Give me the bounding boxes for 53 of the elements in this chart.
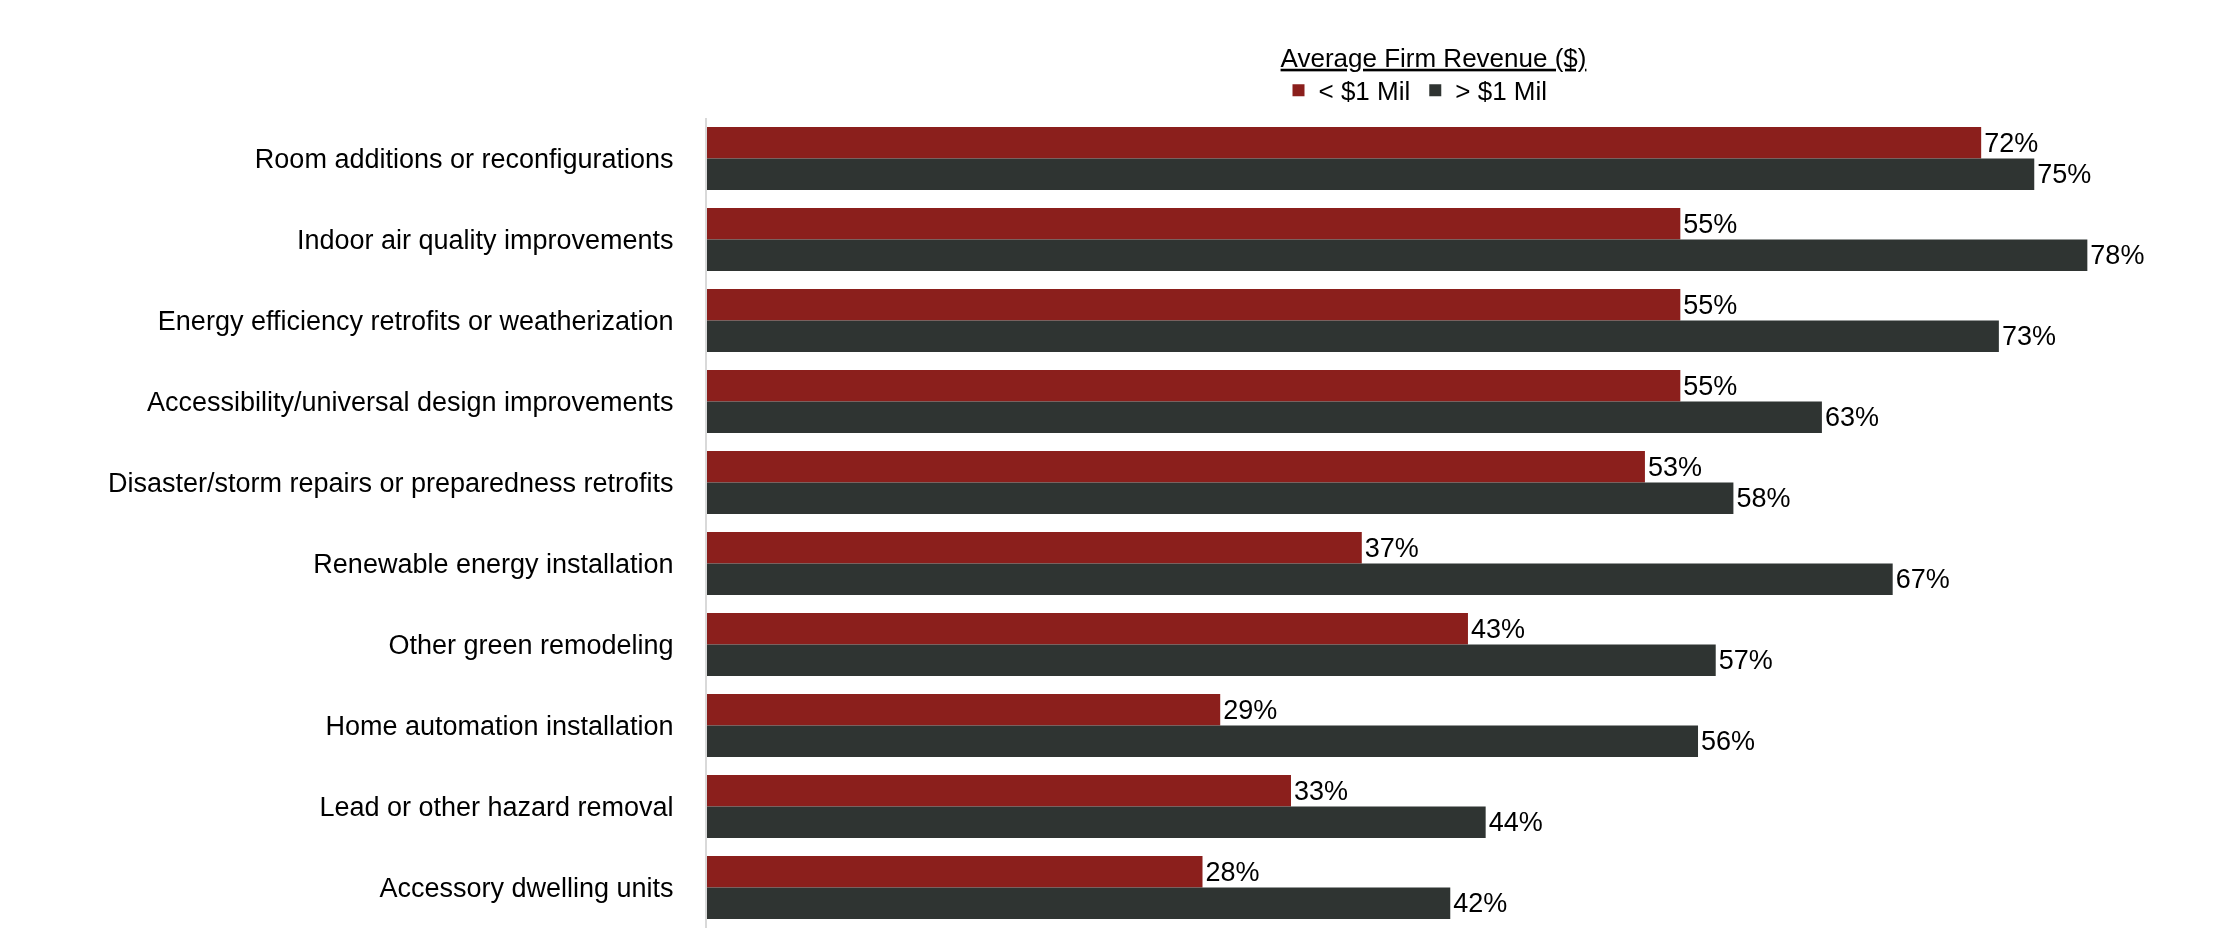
bar [707, 563, 1893, 596]
y-tick-label: Accessory dwelling units [379, 872, 674, 903]
bar [707, 774, 1291, 807]
bar [707, 806, 1486, 839]
y-tick-label: Room additions or reconfigurations [254, 143, 674, 174]
y-tick-label: Energy efficiency retrofits or weatherization [157, 305, 674, 336]
y-tick-label: Indoor air quality improvements [296, 224, 674, 255]
bar [707, 369, 1681, 402]
data-label: 29% [1223, 694, 1278, 725]
bar [707, 693, 1221, 726]
y-tick-label: Other green remodeling [388, 629, 674, 660]
data-label: 72% [1984, 127, 2039, 158]
data-label: 55% [1683, 370, 1738, 401]
bar [707, 450, 1645, 483]
data-label: 58% [1736, 483, 1791, 514]
y-tick-label: Accessibility/universal design improvements [146, 386, 674, 417]
data-label: 63% [1824, 402, 1879, 433]
data-label: 44% [1488, 807, 1543, 838]
bar [707, 288, 1681, 321]
legend-title: Average Firm Revenue ($) [1280, 42, 1587, 73]
bar [707, 531, 1362, 564]
data-label: 57% [1718, 645, 1773, 676]
data-label: 55% [1683, 289, 1738, 320]
y-tick-label: Renewable energy installation [313, 548, 674, 579]
data-label: 43% [1470, 613, 1526, 644]
bar [707, 320, 1999, 353]
bar [707, 401, 1822, 434]
bar [707, 855, 1203, 888]
y-tick-label: Lead or other hazard removal [319, 791, 674, 822]
bar [707, 644, 1716, 677]
data-label: 28% [1205, 856, 1260, 887]
bar [707, 612, 1468, 645]
data-label: 53% [1647, 451, 1702, 482]
bar [707, 887, 1451, 920]
bar [707, 725, 1699, 758]
y-tick-label: Disaster/storm repairs or preparedness retrofits [107, 467, 674, 498]
data-label: 75% [2037, 159, 2092, 190]
data-label: 33% [1293, 775, 1349, 806]
data-label: 55% [1683, 208, 1738, 239]
legend-label: > $1 Mil [1455, 76, 1548, 107]
bar [707, 158, 2035, 191]
data-label: 67% [1895, 564, 1950, 595]
data-label: 78% [2090, 240, 2145, 271]
data-label: 42% [1453, 888, 1508, 919]
y-tick-label: Home automation installation [325, 710, 674, 741]
bar [707, 239, 2088, 272]
legend-label: < $1 Mil [1318, 76, 1411, 107]
data-label: 37% [1364, 532, 1419, 563]
data-label: 73% [2001, 321, 2056, 352]
data-label: 56% [1701, 726, 1756, 757]
bar [707, 207, 1681, 240]
bar [707, 126, 1982, 159]
bar [707, 482, 1734, 515]
